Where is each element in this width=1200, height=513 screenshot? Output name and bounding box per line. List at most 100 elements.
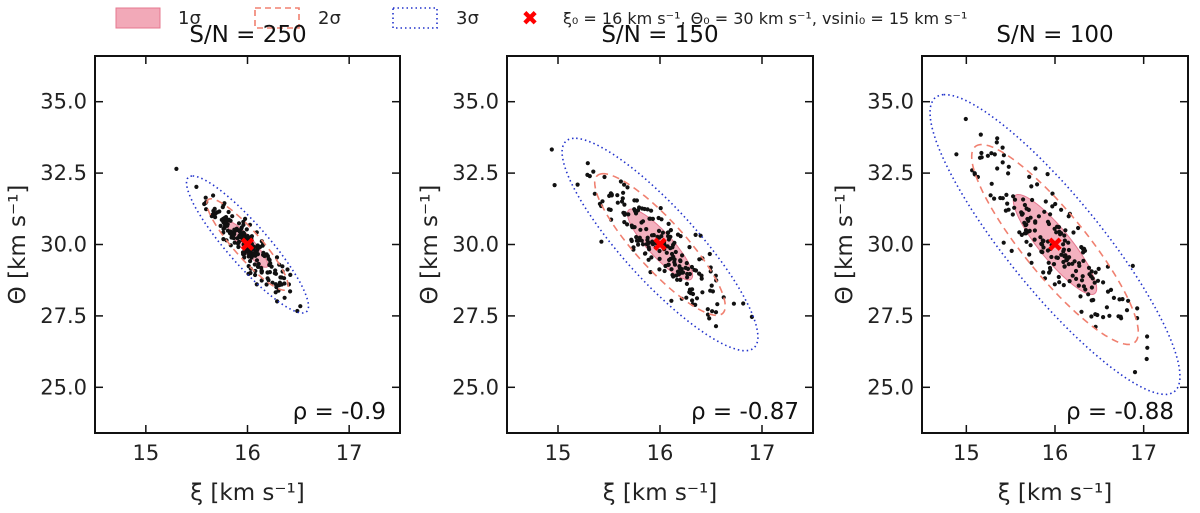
scatter-point — [692, 267, 697, 273]
scatter-point — [231, 233, 236, 238]
y-tick-label: 27.5 — [452, 304, 499, 328]
scatter-point — [671, 254, 676, 259]
scatter-point — [995, 166, 1000, 171]
scatter-point — [288, 272, 293, 277]
scatter-point — [1025, 216, 1030, 222]
scatter-point — [1046, 260, 1051, 265]
scatter-point — [1000, 145, 1005, 150]
scatter-point — [1032, 228, 1037, 233]
scatter-point — [666, 237, 672, 242]
scatter-point — [236, 244, 241, 250]
scatter-point — [1011, 194, 1016, 199]
scatter-point — [625, 185, 630, 190]
scatter-point — [648, 270, 653, 275]
scatter-point — [713, 324, 719, 329]
scatter-point — [1052, 282, 1057, 287]
scatter-point — [699, 276, 704, 281]
ellipse-2sigma — [970, 143, 1140, 346]
scatter-point — [1066, 255, 1071, 260]
scatter-point — [1111, 295, 1116, 300]
scatter-point — [640, 242, 646, 247]
scatter-point — [657, 267, 662, 272]
scatter-point — [662, 242, 667, 247]
scatter-point — [174, 166, 179, 171]
scatter-point — [731, 301, 737, 306]
scatter-point — [1029, 184, 1034, 189]
scatter-point — [658, 206, 663, 211]
scatter-point — [667, 257, 672, 263]
scatter-point — [1089, 285, 1094, 290]
scatter-point — [713, 310, 719, 315]
scatter-point — [615, 193, 620, 198]
scatter-point — [241, 235, 246, 240]
legend-truth-label: ξ₀ = 16 km s⁻¹, Θ₀ = 30 km s⁻¹, vsini₀ =… — [563, 9, 967, 28]
scatter-point — [1027, 174, 1032, 179]
scatter-point — [1033, 220, 1038, 225]
scatter-point — [1057, 280, 1062, 285]
scatter-point — [675, 269, 681, 274]
scatter-point — [985, 153, 991, 158]
scatter-point — [626, 212, 631, 217]
scatter-point — [629, 238, 634, 244]
scatter-point — [668, 228, 674, 233]
scatter-point — [1005, 201, 1010, 206]
scatter-point — [1079, 278, 1085, 283]
scatter-point — [1062, 233, 1067, 238]
x-tick-label: 16 — [647, 441, 674, 465]
scatter-point — [1071, 230, 1076, 235]
scatter-point — [1041, 245, 1046, 250]
scatter-point — [274, 255, 280, 260]
y-tick-label: 30.0 — [452, 233, 499, 257]
scatter-point — [636, 242, 641, 247]
scatter-point — [273, 282, 278, 287]
scatter-point — [678, 258, 683, 263]
scatter-point — [1022, 202, 1027, 208]
scatter-point — [1117, 297, 1122, 302]
scatter-point — [240, 250, 246, 255]
scatter-point — [1101, 280, 1106, 285]
scatter-point — [222, 226, 227, 231]
scatter-point — [638, 227, 643, 232]
scatter-point — [1089, 314, 1094, 319]
scatter-point — [680, 253, 685, 258]
scatter-point — [1070, 273, 1075, 278]
scatter-point — [1089, 298, 1094, 303]
scatter-point — [1055, 224, 1060, 229]
scatter-point — [649, 208, 654, 213]
scatter-point — [1061, 259, 1066, 265]
ellipse-2sigma — [206, 198, 289, 291]
scatter-point — [1019, 210, 1024, 215]
scatter-point — [1066, 240, 1071, 245]
scatter-point — [657, 256, 662, 261]
scatter-point — [634, 235, 639, 240]
scatter-point — [705, 307, 710, 312]
truth-marker: ✖ — [652, 233, 669, 257]
y-axis-label: Θ [km s⁻¹] — [832, 185, 858, 305]
scatter-point — [236, 221, 242, 226]
scatter-point — [1029, 260, 1034, 265]
scatter-point — [248, 259, 253, 264]
scatter-point — [1009, 248, 1014, 253]
scatter-point — [242, 231, 247, 236]
scatter-point — [1051, 262, 1057, 267]
x-axis-label: ξ [km s⁻¹] — [998, 480, 1112, 506]
scatter-point — [1035, 182, 1040, 187]
scatter-point — [600, 199, 605, 204]
scatter-point — [646, 257, 651, 262]
y-tick-label: 25.0 — [40, 375, 87, 399]
scatter-point — [963, 116, 968, 122]
scatter-point — [1027, 228, 1032, 233]
scatter-point — [226, 209, 231, 215]
scatter-points — [174, 166, 303, 314]
scatter-point — [622, 182, 627, 187]
scatter-point — [1003, 208, 1009, 213]
scatter-point — [268, 261, 273, 266]
y-tick-label: 32.5 — [452, 161, 499, 185]
scatter-point — [1050, 204, 1055, 209]
scatter-point — [273, 290, 278, 295]
scatter-point — [1124, 308, 1130, 313]
x-tick-label: 16 — [1042, 441, 1069, 465]
scatter-point — [248, 270, 253, 276]
scatter-point — [1028, 243, 1033, 248]
scatter-point — [1054, 230, 1059, 235]
